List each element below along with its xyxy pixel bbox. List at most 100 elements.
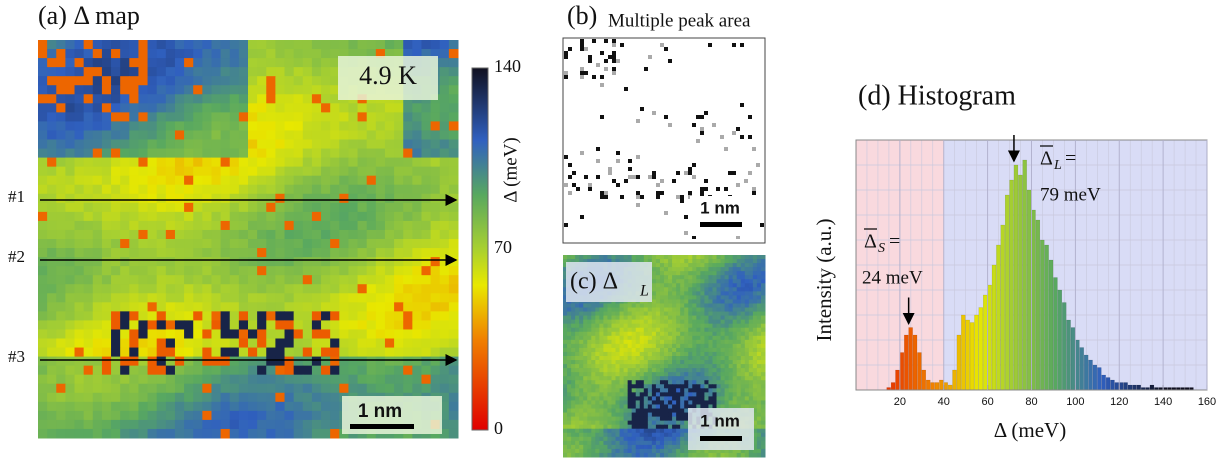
map-pixel xyxy=(717,267,722,272)
map-pixel xyxy=(312,384,322,394)
map-pixel xyxy=(75,402,85,412)
map-pixel xyxy=(729,312,734,317)
map-pixel xyxy=(708,283,713,288)
map-pixel xyxy=(285,176,295,186)
map-pixel xyxy=(700,340,705,345)
map-pixel xyxy=(729,267,734,272)
map-pixel xyxy=(607,453,612,458)
map-pixel xyxy=(102,194,112,204)
map-pixel xyxy=(636,429,641,434)
map-pixel xyxy=(211,67,221,77)
map-pixel xyxy=(148,176,158,186)
map-pixel xyxy=(704,303,709,308)
map-pixel xyxy=(684,308,689,313)
map-pixel xyxy=(668,348,673,353)
map-pixel xyxy=(275,357,285,367)
map-pixel xyxy=(636,332,641,337)
map-pixel xyxy=(733,380,738,385)
map-pixel xyxy=(56,203,66,213)
map-pixel xyxy=(672,271,677,276)
map-pixel xyxy=(111,320,121,330)
map-pixel xyxy=(624,425,629,430)
map-pixel xyxy=(708,392,713,397)
map-pixel xyxy=(708,303,713,308)
map-pixel xyxy=(696,291,701,296)
map-pixel xyxy=(394,212,404,222)
map-pixel xyxy=(157,212,167,222)
map-pixel xyxy=(632,340,637,345)
map-pixel xyxy=(275,85,285,95)
map-pixel xyxy=(412,257,422,267)
map-pixel xyxy=(688,400,693,405)
map-pixel xyxy=(652,316,657,321)
map-pixel xyxy=(330,375,340,385)
histogram-bar xyxy=(909,328,913,391)
map-pixel xyxy=(184,275,194,285)
map-pixel xyxy=(239,393,249,403)
map-pixel xyxy=(721,396,726,401)
map-pixel xyxy=(620,320,625,325)
map-pixel xyxy=(684,364,689,369)
map-pixel xyxy=(412,203,422,213)
map-pixel xyxy=(729,348,734,353)
map-pixel xyxy=(733,295,738,300)
map-pixel xyxy=(348,167,358,177)
map-pixel xyxy=(449,239,459,249)
map-pixel xyxy=(595,425,600,430)
map-pixel xyxy=(184,239,194,249)
map-pixel xyxy=(275,158,285,168)
map-pixel xyxy=(184,266,194,276)
map-pixel xyxy=(248,149,258,159)
map-pixel xyxy=(193,221,203,231)
map-pixel xyxy=(184,230,194,240)
map-pixel xyxy=(421,158,431,168)
map-pixel xyxy=(644,360,649,365)
peak-pixel xyxy=(628,175,632,179)
histogram-bar xyxy=(935,383,939,391)
map-pixel xyxy=(656,312,661,317)
map-pixel xyxy=(607,332,612,337)
map-pixel xyxy=(607,449,612,454)
map-pixel xyxy=(616,433,621,438)
map-pixel xyxy=(708,295,713,300)
map-pixel xyxy=(157,357,167,367)
map-pixel xyxy=(166,302,176,312)
map-pixel xyxy=(672,275,677,280)
map-pixel xyxy=(339,311,349,321)
map-pixel xyxy=(753,336,758,341)
map-pixel xyxy=(93,257,103,267)
map-pixel xyxy=(733,364,738,369)
map-pixel xyxy=(624,441,629,446)
map-pixel xyxy=(230,230,240,240)
map-pixel xyxy=(120,320,130,330)
map-pixel xyxy=(138,339,148,349)
map-pixel xyxy=(583,328,588,333)
map-pixel xyxy=(745,372,750,377)
histogram-bar xyxy=(1018,175,1022,390)
peak-pixel xyxy=(608,55,612,59)
map-pixel xyxy=(230,284,240,294)
map-pixel xyxy=(184,357,194,367)
map-pixel xyxy=(358,275,368,285)
peak-pixel xyxy=(688,171,692,175)
map-pixel xyxy=(193,94,203,104)
map-pixel xyxy=(84,94,94,104)
map-pixel xyxy=(257,275,267,285)
map-pixel xyxy=(129,248,139,258)
map-pixel xyxy=(587,392,592,397)
map-pixel xyxy=(624,449,629,454)
map-pixel xyxy=(358,302,368,312)
map-pixel xyxy=(632,449,637,454)
map-pixel xyxy=(303,239,313,249)
map-pixel xyxy=(303,49,313,59)
map-pixel xyxy=(737,384,742,389)
map-pixel xyxy=(211,275,221,285)
map-pixel xyxy=(575,417,580,422)
map-pixel xyxy=(708,376,713,381)
map-pixel xyxy=(640,437,645,442)
map-pixel xyxy=(563,417,568,422)
map-pixel xyxy=(591,368,596,373)
map-pixel xyxy=(166,94,176,104)
map-pixel xyxy=(303,203,313,213)
map-pixel xyxy=(358,149,368,159)
